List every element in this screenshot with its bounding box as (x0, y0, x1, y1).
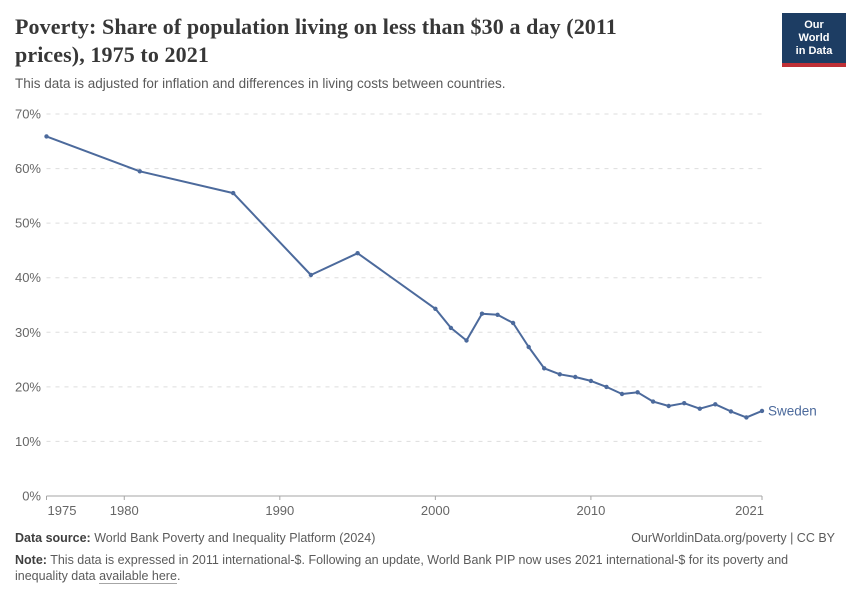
x-tick-label: 2010 (576, 503, 605, 518)
y-tick-label: 40% (15, 270, 41, 285)
chart-footer: Data source: World Bank Poverty and Ineq… (0, 524, 850, 584)
attribution: OurWorldinData.org/poverty | CC BY (631, 531, 835, 545)
series-point (433, 306, 438, 311)
owid-logo-line2: in Data (795, 45, 833, 57)
series-point (495, 312, 500, 317)
note-text: This data is expressed in 2011 internati… (15, 553, 789, 583)
series-point (542, 366, 547, 371)
series-point (308, 272, 314, 278)
series-point (682, 401, 687, 406)
series-point (713, 402, 718, 407)
series-line (45, 135, 763, 419)
chart-title: Poverty: Share of population living on l… (15, 14, 617, 67)
series-point (137, 169, 142, 174)
series-point (744, 415, 749, 420)
note-label: Note: (15, 553, 47, 567)
series-point (510, 320, 516, 326)
series-point (557, 372, 562, 377)
series-point (573, 374, 578, 380)
y-tick-label: 20% (15, 379, 41, 394)
series-point (448, 325, 454, 331)
series-point (526, 344, 531, 350)
series-end-label: Sweden (768, 403, 817, 418)
x-tick-label: 1980 (110, 503, 139, 518)
series-point (44, 134, 49, 139)
series-point (697, 406, 702, 411)
series-point (604, 384, 609, 390)
y-tick-label: 30% (15, 325, 41, 340)
x-tick-label: 2021 (735, 503, 764, 518)
data-source-value: World Bank Poverty and Inequality Platfo… (94, 531, 376, 545)
series-point (619, 391, 625, 397)
note-text-end: . (176, 569, 181, 583)
chart-subtitle: This data is adjusted for inflation and … (15, 76, 506, 91)
y-tick-label: 60% (15, 161, 41, 176)
owid-logo-line1: Our World (798, 19, 830, 44)
data-source-label: Data source: (15, 531, 91, 545)
y-tick-label: 0% (22, 489, 41, 504)
series-point (355, 251, 360, 256)
y-tick-label: 50% (15, 216, 41, 231)
series-point (650, 399, 656, 404)
series-point (728, 409, 734, 414)
note-line: Note: This data is expressed in 2011 int… (15, 552, 835, 584)
x-tick-label: 1975 (48, 503, 77, 518)
data-source-line: Data source: World Bank Poverty and Ineq… (15, 531, 375, 545)
series-point (231, 190, 236, 196)
series-point (479, 311, 485, 316)
chart-header: Poverty: Share of population living on l… (0, 0, 850, 92)
series-point (464, 338, 469, 343)
series-point (666, 403, 671, 409)
series-point (635, 390, 640, 395)
x-tick-label: 1990 (265, 503, 294, 518)
series-point (588, 378, 594, 384)
chart-svg: 0% 10% 20% 30% 40% 50% 60% 70% 1975 1980 1990 2000 2… (15, 107, 817, 519)
y-tick-label: 10% (15, 434, 41, 449)
x-tick-label: 2000 (421, 503, 450, 518)
y-tick-label: 70% (15, 107, 41, 122)
owid-logo: Our World in Data (782, 13, 846, 67)
available-here-link[interactable]: available here (99, 569, 177, 584)
series-point (759, 408, 765, 414)
